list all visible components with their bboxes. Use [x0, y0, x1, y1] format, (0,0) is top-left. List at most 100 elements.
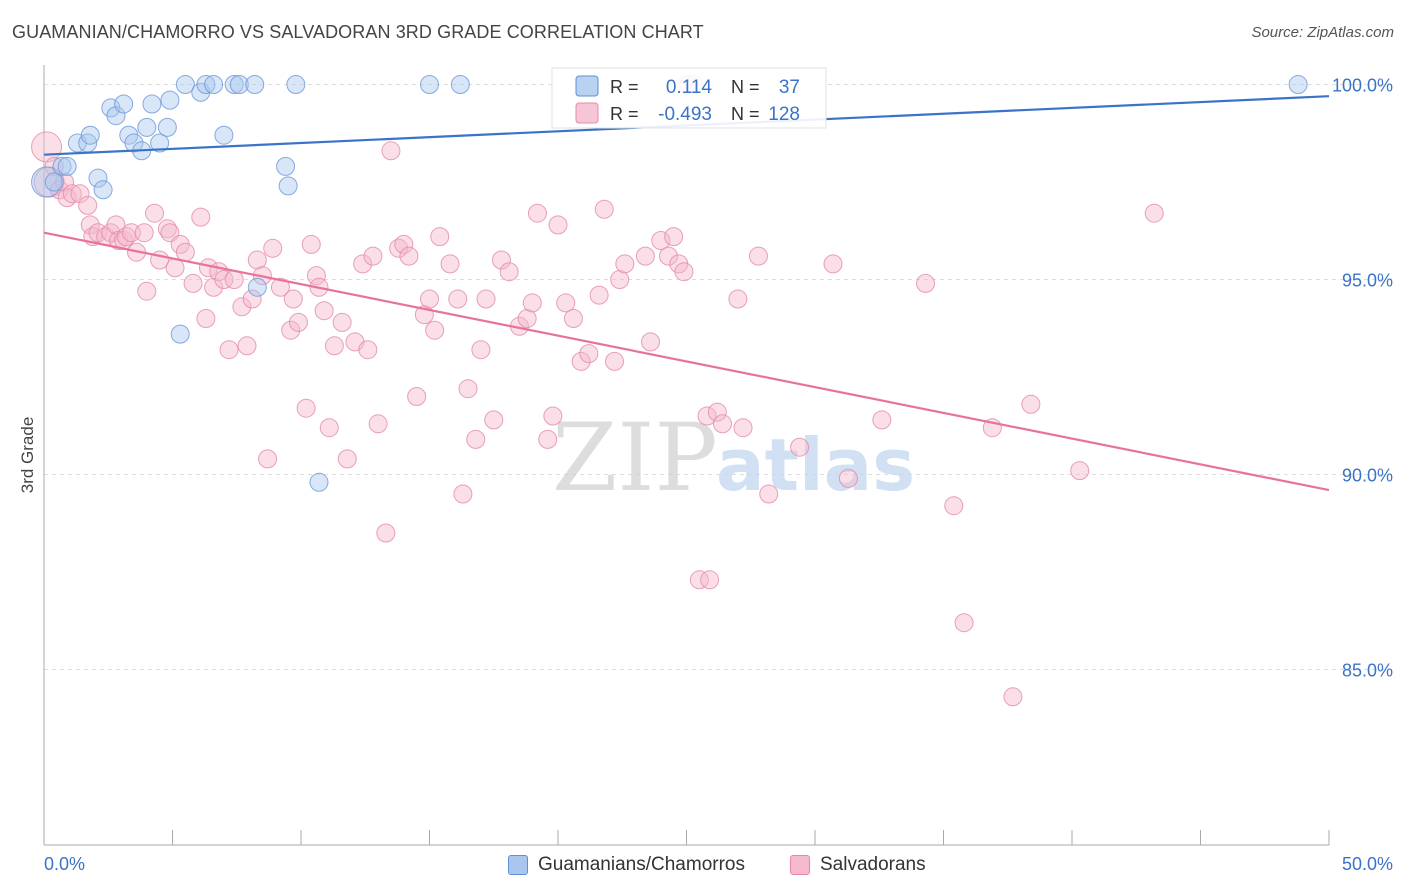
guamanian-point — [196, 75, 216, 94]
stats-n-value-pink: 128 — [768, 104, 800, 125]
salvadoran-point — [389, 238, 409, 258]
salvadoran-point — [242, 289, 262, 309]
salvadoran-point — [728, 289, 748, 309]
guamanian-point — [247, 277, 267, 297]
salvadoran-point — [78, 195, 98, 215]
guamanian-point — [57, 156, 77, 176]
y-axis-title: 3rd Grade — [18, 417, 37, 494]
salvadoran-point — [538, 429, 558, 449]
salvadoran-point — [1070, 461, 1090, 481]
salvadoran-point — [790, 437, 810, 457]
salvadoran-point — [466, 429, 486, 449]
guamanian-point — [80, 125, 100, 145]
salvadoran-point — [707, 402, 727, 422]
salvadoran-point — [476, 289, 496, 309]
stats-n-value-blue: 37 — [779, 77, 800, 98]
legend-swatch-blue — [508, 855, 528, 875]
salvadoran-point — [954, 613, 974, 633]
stats-n-label-pink: N = — [731, 104, 760, 124]
salvadoran-point — [258, 449, 278, 469]
salvadoran-point — [314, 301, 334, 321]
source-label: Source: ZipAtlas.com — [1251, 24, 1394, 41]
guamanian-point — [309, 472, 329, 492]
salvadoran-point — [420, 289, 439, 309]
guamanian-point — [245, 75, 265, 94]
salvadoran-point — [748, 246, 768, 266]
watermark: ZIP atlas — [552, 404, 915, 513]
salvadoran-point — [263, 238, 283, 258]
salvadoran-point — [605, 351, 625, 371]
salvadoran-point — [1021, 394, 1041, 414]
salvadoran-point — [453, 484, 473, 504]
salvadoran-point — [458, 379, 478, 399]
salvadoran-point — [563, 309, 583, 328]
salvadoran-point — [224, 270, 244, 289]
guamanian-point — [170, 324, 190, 344]
salvadoran-point — [324, 336, 344, 356]
salvadoran-point — [237, 336, 257, 356]
salvadoran-point — [697, 406, 717, 426]
guamanian-point — [160, 90, 180, 110]
salvadoran-point — [70, 184, 90, 204]
guamanian-point — [142, 94, 162, 114]
salvadoran-point — [615, 254, 635, 274]
salvadoran-point — [306, 266, 326, 286]
guamanian-point — [137, 117, 157, 137]
stats-legend: R = 0.114 N = 37 R = -0.493 N = 128 — [551, 67, 827, 129]
salvadoran-point — [543, 406, 563, 426]
salvadoran-point — [232, 297, 252, 317]
salvadoran-point — [674, 262, 694, 282]
salvadoran-point — [448, 289, 468, 309]
watermark-atlas: atlas — [716, 423, 915, 507]
guamanian-point — [150, 133, 170, 153]
salvadoran-point — [733, 418, 753, 438]
salvadoran-point — [191, 207, 211, 227]
salvadoran-point — [381, 141, 401, 161]
stats-r-label-blue: R = — [610, 77, 639, 97]
guamanian-point — [124, 133, 144, 153]
salvadoran-point — [430, 227, 450, 247]
salvadoran-point — [659, 246, 679, 266]
salvadoran-point — [353, 254, 373, 274]
salvadoran-point — [425, 320, 445, 340]
series-guamanians — [31, 75, 1308, 492]
salvadoran-point — [635, 246, 655, 266]
y-tick-label-95: 95.0% — [1342, 271, 1393, 291]
y-tick-labels: 85.0% 90.0% 95.0% 100.0% — [1332, 76, 1393, 681]
guamanian-point — [229, 75, 249, 94]
salvadoran-point — [137, 281, 157, 301]
salvadoran-point — [394, 234, 414, 254]
y-tick-label-85: 85.0% — [1342, 661, 1393, 681]
salvadoran-point — [219, 340, 239, 360]
salvadoran-point — [165, 258, 185, 278]
salvadoran-point — [594, 199, 614, 219]
salvadoran-point — [214, 270, 234, 289]
salvadoran-point — [296, 398, 316, 418]
guamanian-point — [175, 75, 195, 94]
salvadoran-point — [517, 309, 537, 328]
y-tick-label-100: 100.0% — [1332, 76, 1393, 96]
salvadoran-point — [145, 203, 165, 223]
salvadoran-point — [589, 285, 609, 305]
salvadoran-point — [196, 309, 216, 328]
salvadoran-point — [363, 246, 383, 266]
legend-item-salvadorans: Salvadorans — [790, 852, 926, 878]
salvadoran-point — [116, 227, 136, 247]
stats-swatch-blue — [575, 75, 599, 97]
salvadoran-point — [872, 410, 892, 430]
guamanian-point — [278, 176, 298, 196]
bottom-legend: Guamanians/Chamorros Salvadorans — [0, 852, 1406, 878]
salvadoran-point — [823, 254, 843, 274]
salvadoran-point — [522, 293, 542, 313]
salvadoran-point — [491, 250, 511, 270]
guamanian-point — [420, 75, 439, 94]
guamanian-point — [44, 172, 64, 192]
guamanian-point — [93, 180, 113, 200]
guamanian-point — [204, 75, 224, 94]
salvadoran-point — [337, 449, 357, 469]
salvadoran-point — [556, 293, 576, 313]
salvadoran-point — [571, 351, 591, 371]
stats-n-label-blue: N = — [731, 77, 760, 97]
axes — [43, 65, 1330, 846]
stats-swatch-pink — [575, 102, 599, 124]
